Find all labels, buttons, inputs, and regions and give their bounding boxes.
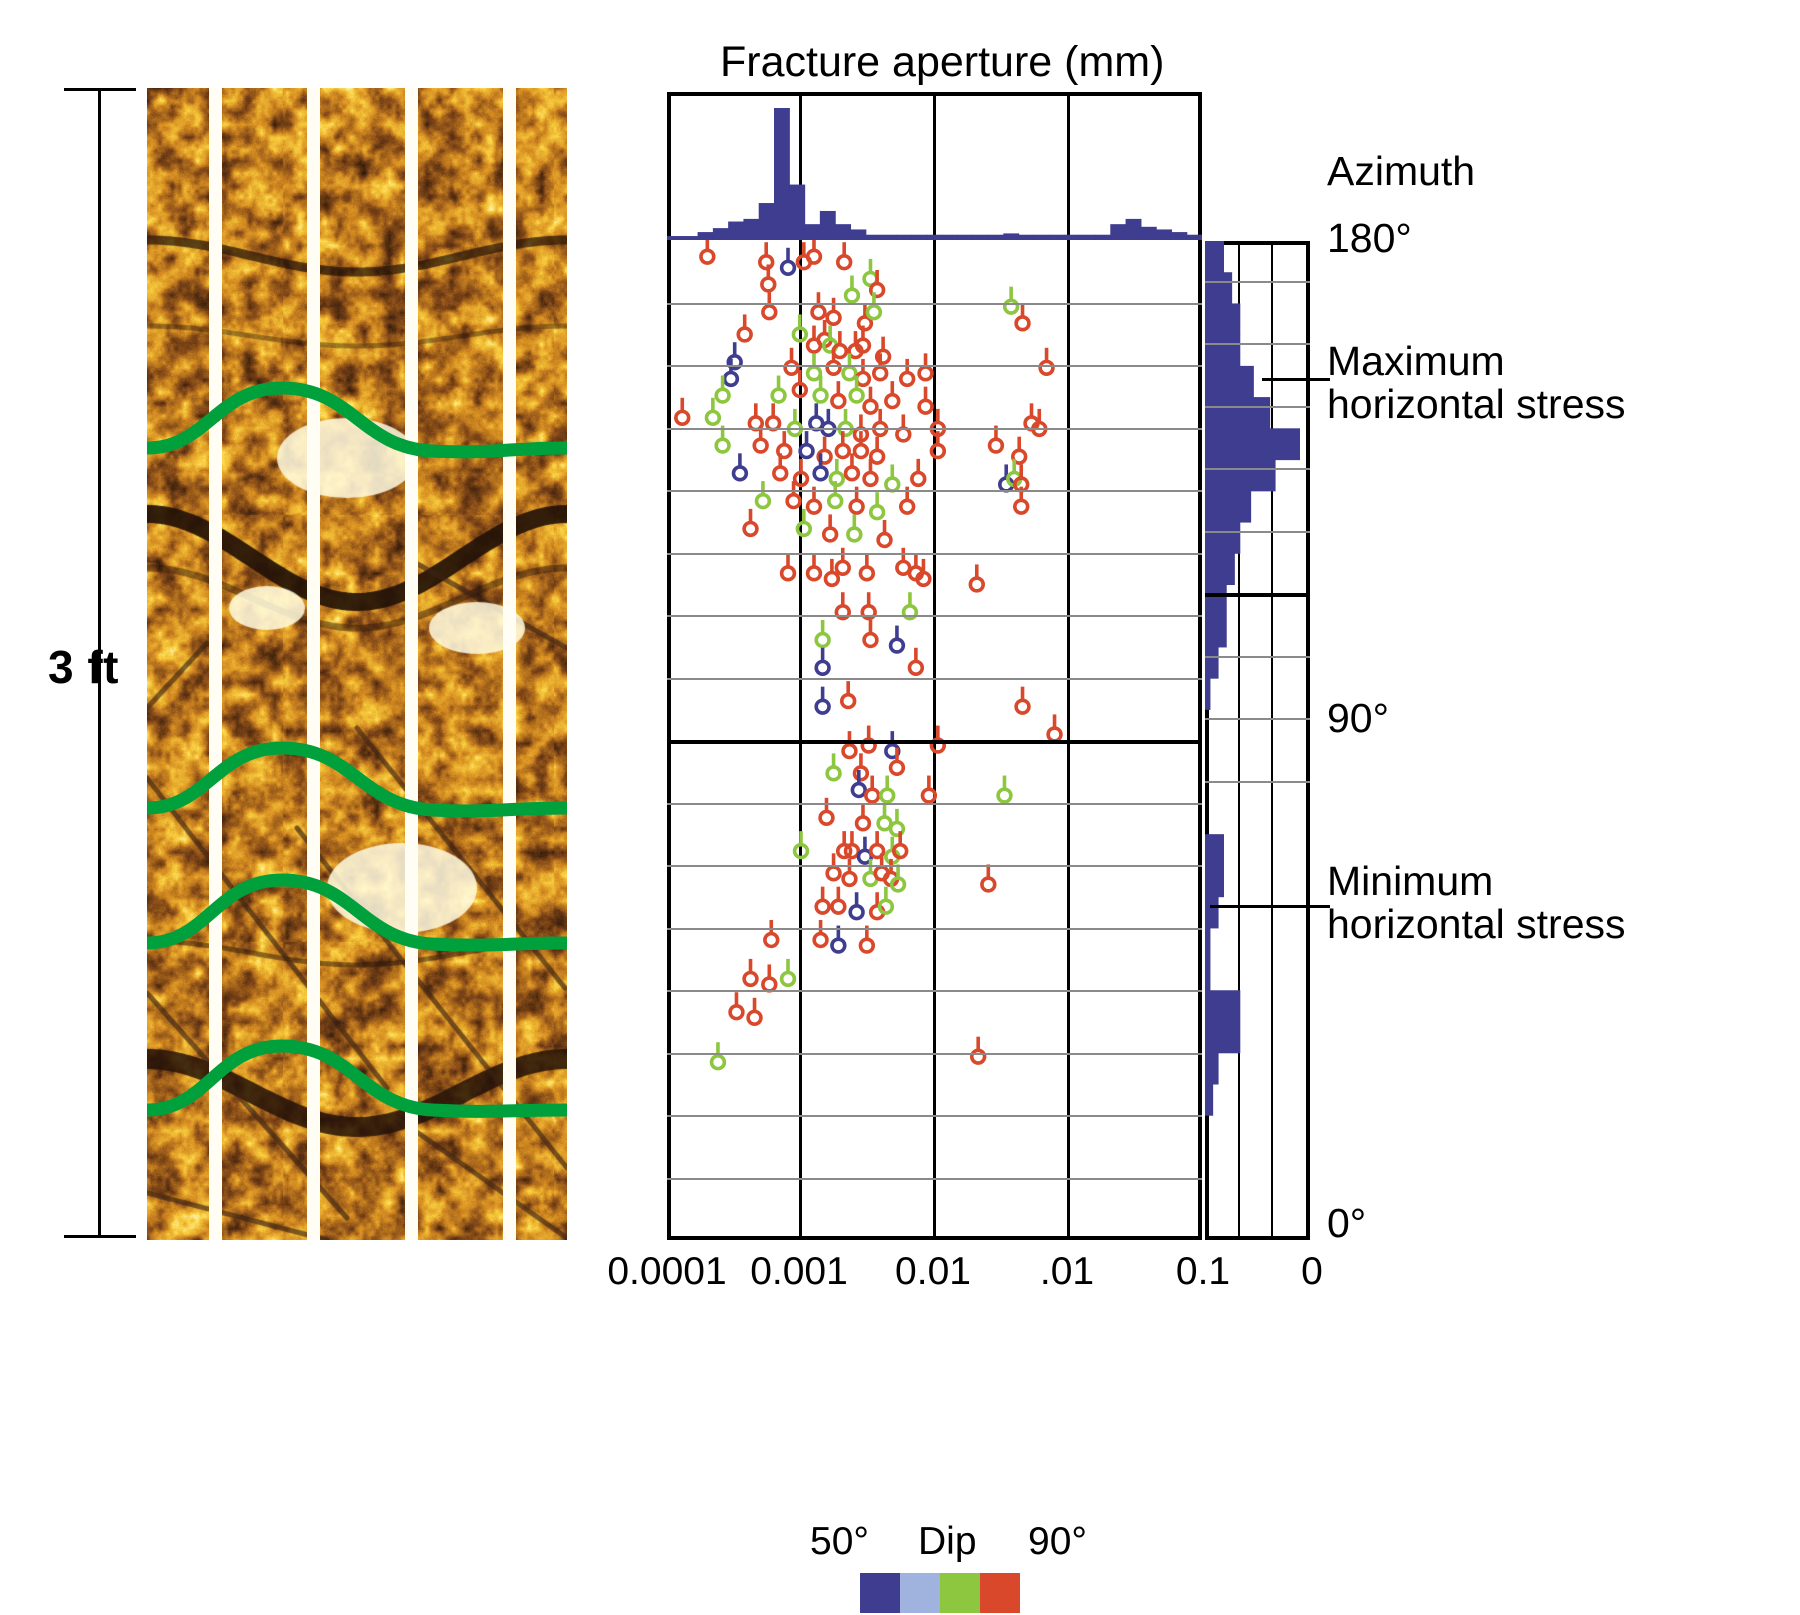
sine-trace-1 [147, 381, 567, 459]
pad-gap-1 [209, 88, 222, 1240]
legend-max-dip: 90° [1028, 1520, 1087, 1563]
legend-swatches [860, 1573, 1020, 1613]
azimuth-hgrid-11 [1205, 780, 1310, 783]
legend-swatch-4 [980, 1573, 1020, 1613]
sine-trace-4 [147, 1039, 567, 1118]
scale-bar-line [98, 88, 101, 1238]
azimuth-hgrid-9 [1205, 655, 1310, 658]
azimuth-hgrid-4 [1205, 343, 1310, 345]
pad-gap-3 [405, 88, 418, 1240]
azimuth-tick-90: 90° [1327, 695, 1390, 741]
azimuth-hgrid-90 [1205, 593, 1310, 597]
hgrid-90 [667, 740, 1202, 744]
legend-caption: Dip [918, 1520, 977, 1563]
scale-bar-label: 3 ft [48, 641, 119, 693]
azimuth-tick-180: 180° [1327, 215, 1412, 261]
hgrid-6 [667, 615, 1202, 617]
azimuth-panel-frame [1205, 241, 1310, 1240]
legend-labels: 50° Dip 90° [810, 1520, 1100, 1568]
hgrid-14 [667, 1115, 1202, 1117]
chart-title: Fracture aperture (mm) [720, 38, 1165, 86]
hgrid-15 [667, 1177, 1202, 1180]
xtick-1: 0.001 [750, 1250, 848, 1293]
legend-swatch-3 [940, 1573, 980, 1613]
fracture-sinusoid-overlay [147, 381, 567, 1118]
hgrid-12 [667, 990, 1202, 992]
max-stress-label: Maximum horizontal stress [1327, 338, 1626, 428]
azimuth-histogram-panel [1205, 241, 1310, 1240]
hgrid-3 [667, 427, 1202, 430]
azimuth-hgrid-3 [1205, 280, 1310, 283]
hgrid-10 [667, 865, 1202, 867]
azimuth-hgrid-7 [1205, 530, 1310, 533]
aperture-histogram-bars [667, 108, 1203, 240]
azimuth-hgrid-5 [1205, 405, 1310, 408]
xtick-0: 0.0001 [607, 1250, 727, 1293]
azimuth-vgrid-1 [1238, 241, 1240, 1240]
aperture-histogram [667, 92, 1203, 240]
azimuth-vgrid-2 [1271, 241, 1273, 1240]
min-stress-label: Minimum horizontal stress [1327, 858, 1626, 948]
legend-swatch-2 [900, 1573, 940, 1613]
sine-trace-2 [147, 741, 567, 818]
azimuth-hgrid-6 [1205, 468, 1310, 470]
x-axis-tick-labels: 0.0001 0.001 0.01 .01 0.1 0 [600, 1250, 1400, 1300]
xtick-2: 0.01 [895, 1250, 971, 1293]
hgrid-2 [667, 365, 1202, 367]
hgrid-5 [667, 552, 1202, 555]
vgrid-0.001 [799, 92, 802, 1240]
pad-gap-4 [503, 88, 516, 1240]
azimuth-axis-title: Azimuth [1327, 148, 1476, 194]
legend-min-dip: 50° [810, 1520, 869, 1563]
xtick-5: 0 [1301, 1250, 1323, 1293]
hgrid-9 [667, 802, 1202, 805]
hgrid-1 [667, 302, 1202, 305]
vgrid-.01 [1067, 92, 1070, 1240]
borehole-image-log [147, 88, 567, 1240]
scale-bar [60, 88, 140, 1238]
sine-trace-3 [147, 873, 567, 952]
hgrid-11 [667, 927, 1202, 930]
dip-color-legend: 50° Dip 90° [810, 1520, 1100, 1615]
hgrid-13 [667, 1052, 1202, 1055]
xtick-3: .01 [1039, 1250, 1095, 1293]
aperture-azimuth-chart [667, 92, 1203, 1240]
azimuth-histogram-bars [1205, 241, 1300, 1116]
hgrid-7 [667, 677, 1202, 680]
max-stress-leader [1262, 378, 1330, 381]
vgrid-0.01 [933, 92, 936, 1240]
min-stress-leader [1210, 905, 1330, 908]
pad-gap-2 [307, 88, 320, 1240]
azimuth-tick-0: 0° [1327, 1200, 1367, 1246]
legend-swatch-1 [860, 1573, 900, 1613]
xtick-4: 0.1 [1175, 1250, 1231, 1293]
hgrid-4 [667, 490, 1202, 492]
azimuth-hgrid-10 [1205, 718, 1310, 720]
scale-bar-bottom-cap [64, 1235, 136, 1238]
